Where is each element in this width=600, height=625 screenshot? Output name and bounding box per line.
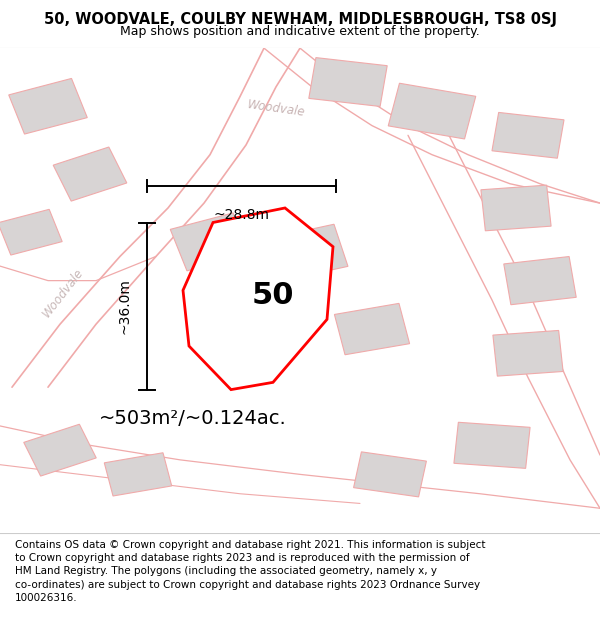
Text: 50, WOODVALE, COULBY NEWHAM, MIDDLESBROUGH, TS8 0SJ: 50, WOODVALE, COULBY NEWHAM, MIDDLESBROU… xyxy=(44,12,557,27)
Polygon shape xyxy=(170,213,250,271)
Polygon shape xyxy=(493,331,563,376)
Polygon shape xyxy=(388,83,476,139)
Polygon shape xyxy=(353,452,427,497)
Text: ~503m²/~0.124ac.: ~503m²/~0.124ac. xyxy=(99,409,287,428)
Polygon shape xyxy=(481,185,551,231)
Text: Woodvale: Woodvale xyxy=(246,98,306,119)
Polygon shape xyxy=(492,112,564,158)
Polygon shape xyxy=(504,256,576,305)
Text: Map shows position and indicative extent of the property.: Map shows position and indicative extent… xyxy=(120,24,480,38)
Polygon shape xyxy=(309,58,387,106)
Text: Woodvale: Woodvale xyxy=(40,266,86,320)
Polygon shape xyxy=(334,303,410,355)
Text: 50: 50 xyxy=(252,281,294,309)
Polygon shape xyxy=(24,424,96,476)
Polygon shape xyxy=(104,452,172,496)
Text: Contains OS data © Crown copyright and database right 2021. This information is : Contains OS data © Crown copyright and d… xyxy=(15,540,485,602)
Polygon shape xyxy=(276,224,348,279)
Polygon shape xyxy=(53,147,127,201)
Polygon shape xyxy=(9,79,87,134)
Text: ~28.8m: ~28.8m xyxy=(214,208,269,222)
Polygon shape xyxy=(0,209,62,255)
Polygon shape xyxy=(454,422,530,468)
Polygon shape xyxy=(183,208,333,389)
Text: ~36.0m: ~36.0m xyxy=(117,278,131,334)
